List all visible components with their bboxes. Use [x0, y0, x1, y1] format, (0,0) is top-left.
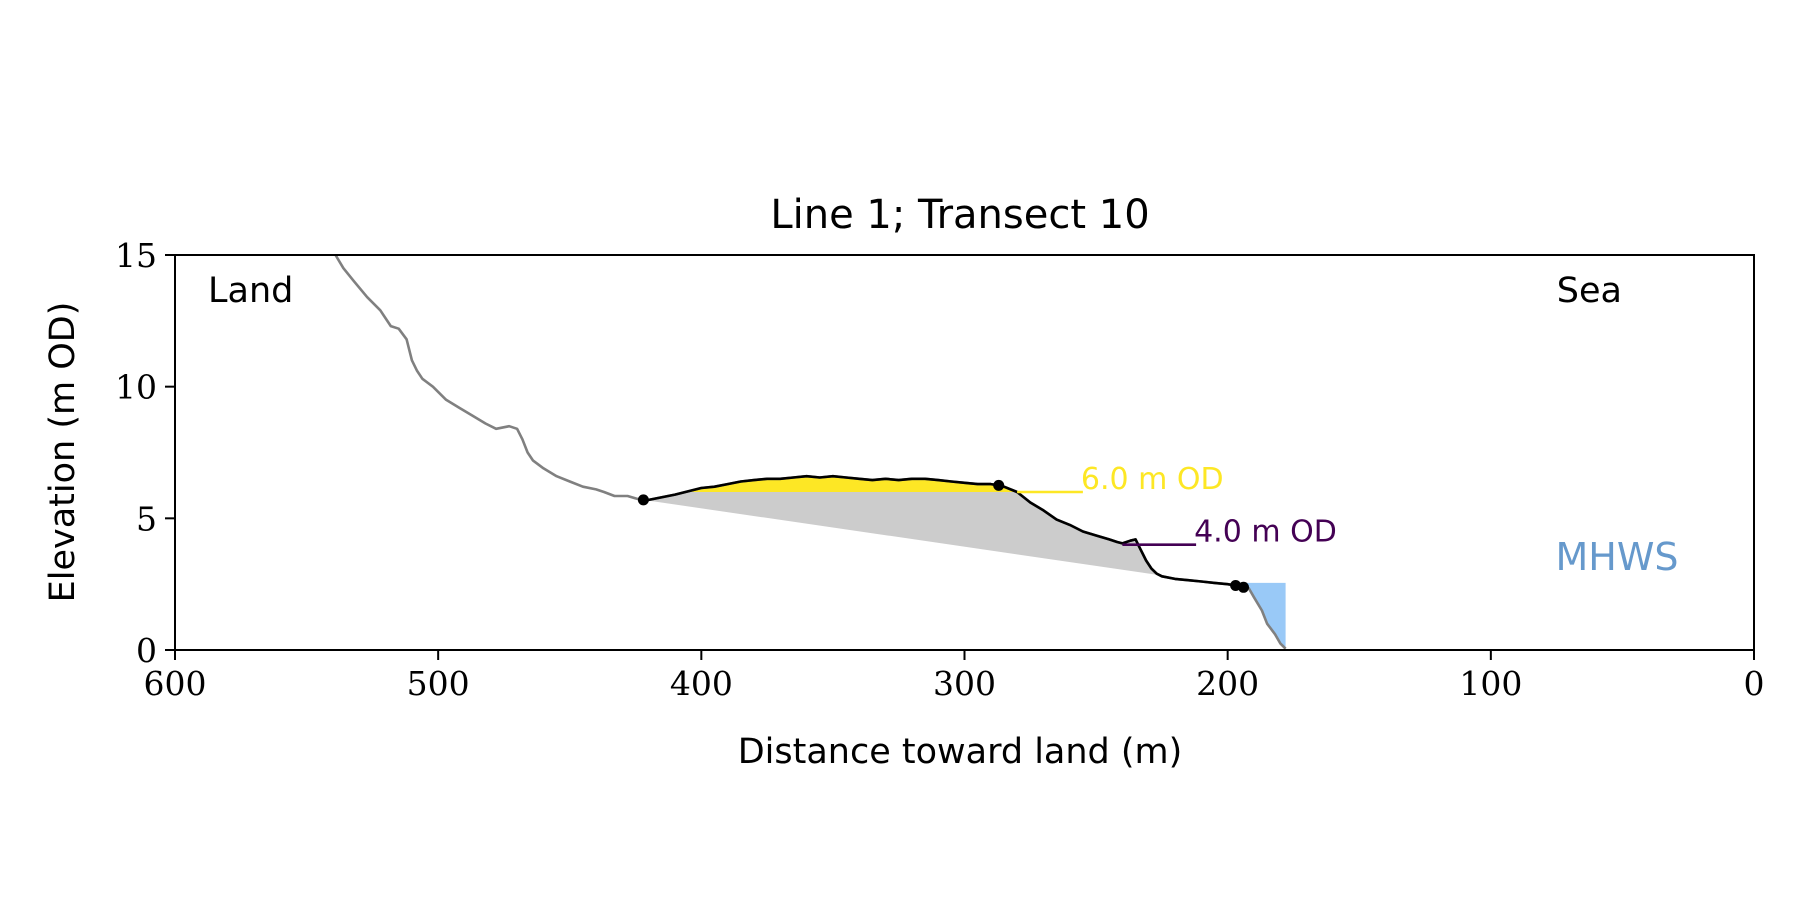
level-label: 6.0 m OD [1081, 462, 1224, 497]
x-axis-label: Distance toward land (m) [738, 732, 1183, 772]
y-tick-label: 0 [136, 631, 157, 670]
volume-area [643, 476, 1249, 589]
profile-marker [1238, 581, 1249, 593]
y-tick-label: 15 [115, 236, 157, 275]
profile-marker [637, 494, 649, 506]
x-tick-label: 500 [407, 664, 470, 703]
x-tick-label: 0 [1744, 664, 1765, 703]
profile-marker [993, 479, 1005, 491]
x-tick-label: 200 [1196, 664, 1259, 703]
chart-title: Line 1; Transect 10 [770, 192, 1149, 238]
levels-layer: 6.0 m OD 4.0 m OD [1017, 462, 1337, 550]
x-tick-label: 300 [933, 664, 996, 703]
plot-frame [174, 254, 1755, 651]
x-tick-label: 600 [144, 664, 207, 703]
fills-layer [643, 476, 1286, 649]
y-tick-label: 10 [115, 368, 157, 407]
full-profile-line [334, 254, 1287, 650]
ticks-layer: 600 500 400 300 200 100 0 0 5 10 15 [115, 236, 1765, 703]
mhws-area [1235, 582, 1286, 649]
mhws-label: MHWS [1555, 535, 1678, 579]
y-tick-label: 5 [136, 499, 157, 538]
markers-layer [637, 479, 1249, 593]
sea-label: Sea [1557, 271, 1622, 311]
land-label: Land [208, 271, 293, 311]
x-tick-label: 100 [1459, 664, 1522, 703]
y-axis-label: Elevation (m OD) [43, 302, 83, 603]
lines-layer [334, 254, 1287, 650]
x-tick-label: 400 [670, 664, 733, 703]
level-label: 4.0 m OD [1194, 515, 1337, 550]
